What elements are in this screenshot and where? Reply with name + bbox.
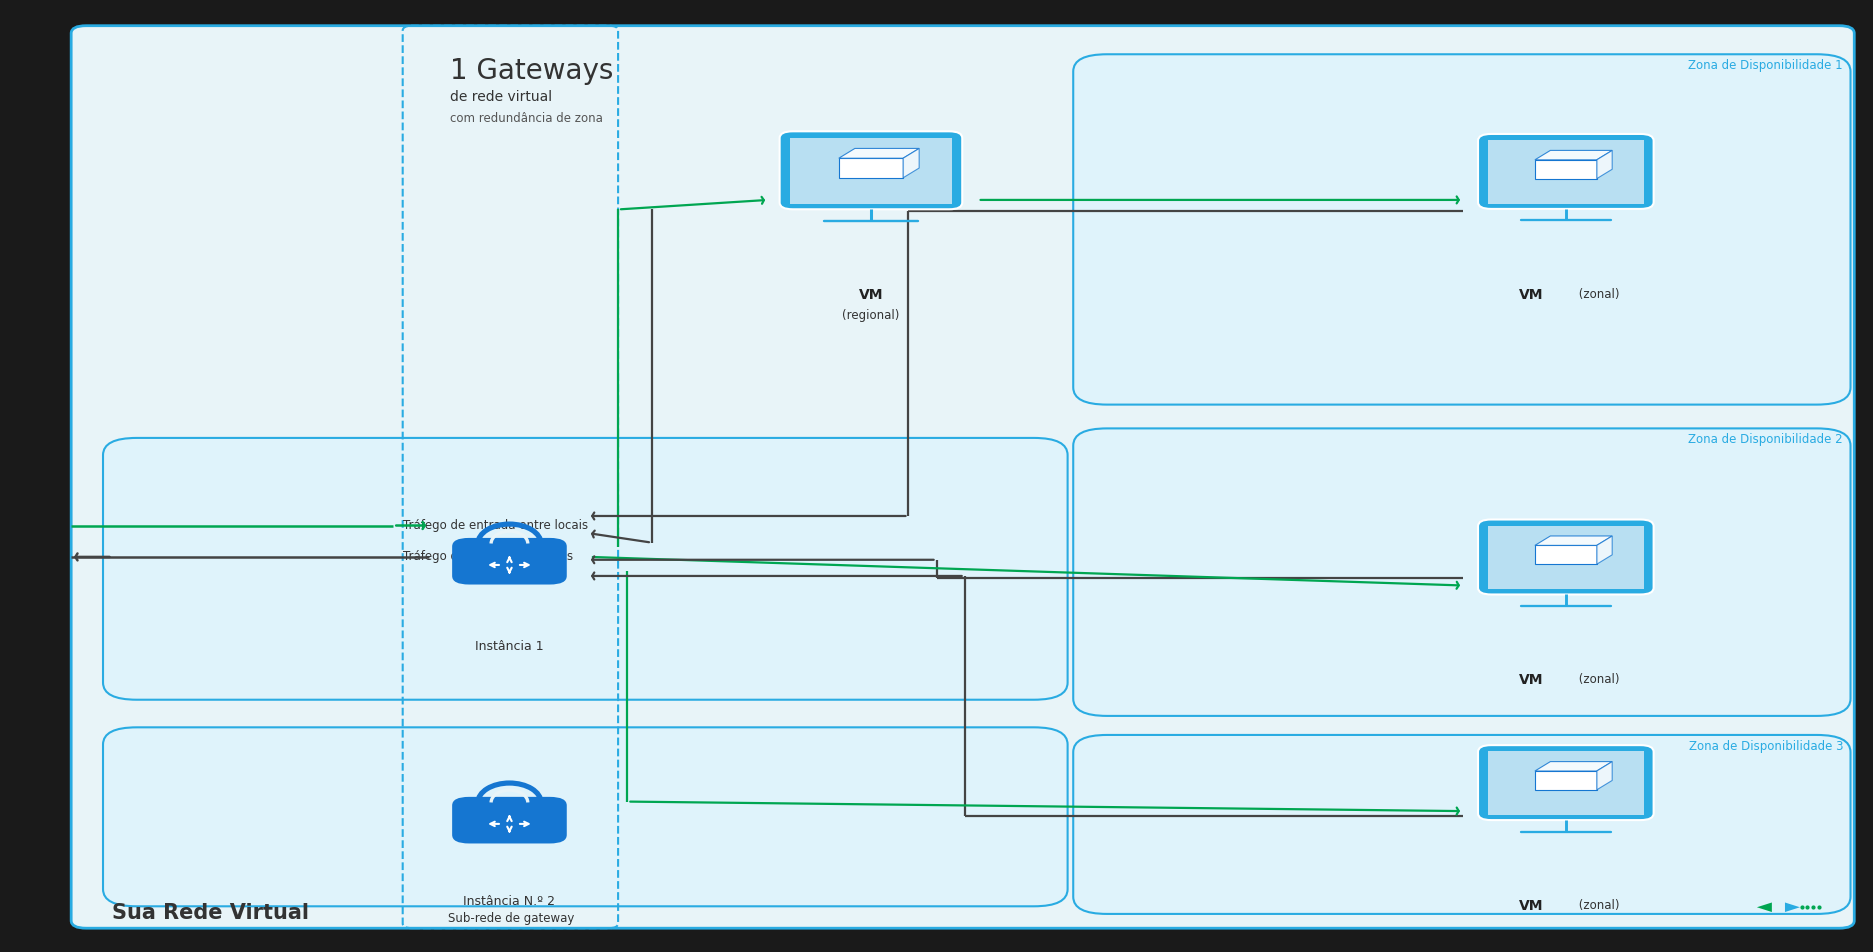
Text: de rede virtual: de rede virtual (450, 90, 553, 105)
Text: Zona de Disponibilidade 3: Zona de Disponibilidade 3 (1689, 740, 1843, 753)
Text: Zona de Disponibilidade 2: Zona de Disponibilidade 2 (1688, 433, 1843, 446)
Text: VM: VM (1519, 673, 1543, 687)
FancyBboxPatch shape (1487, 140, 1644, 204)
Polygon shape (839, 149, 920, 158)
FancyBboxPatch shape (779, 131, 963, 209)
Text: Zona de Disponibilidade 1: Zona de Disponibilidade 1 (1688, 59, 1843, 72)
Text: Tráfego de entrada entre locais: Tráfego de entrada entre locais (403, 519, 588, 532)
Polygon shape (1536, 150, 1613, 160)
FancyBboxPatch shape (451, 797, 568, 843)
Text: VM: VM (1519, 899, 1543, 913)
Text: (zonal): (zonal) (1575, 288, 1620, 301)
Text: Sua Rede Virtual: Sua Rede Virtual (112, 903, 309, 923)
Text: Tráfego de saída entre locais: Tráfego de saída entre locais (403, 550, 573, 564)
FancyBboxPatch shape (451, 538, 568, 585)
FancyBboxPatch shape (71, 26, 1854, 928)
FancyBboxPatch shape (103, 727, 1068, 906)
FancyBboxPatch shape (1073, 735, 1851, 914)
Polygon shape (1536, 545, 1596, 565)
Polygon shape (1785, 902, 1800, 912)
Polygon shape (1596, 536, 1613, 565)
Text: com redundância de zona: com redundância de zona (450, 112, 603, 126)
Polygon shape (1536, 160, 1596, 179)
FancyBboxPatch shape (1487, 526, 1644, 589)
Text: Instância 1: Instância 1 (476, 640, 543, 653)
Polygon shape (1536, 536, 1613, 545)
Text: Sub-rede de gateway: Sub-rede de gateway (448, 912, 575, 925)
Text: 1 Gateways: 1 Gateways (450, 57, 612, 85)
FancyBboxPatch shape (1478, 520, 1654, 594)
Polygon shape (1596, 762, 1613, 790)
Polygon shape (1757, 902, 1772, 912)
Text: Instância N.º 2: Instância N.º 2 (463, 895, 556, 908)
FancyBboxPatch shape (1478, 745, 1654, 820)
FancyBboxPatch shape (1478, 134, 1654, 208)
Polygon shape (1596, 150, 1613, 179)
Polygon shape (903, 149, 920, 178)
Text: (zonal): (zonal) (1575, 673, 1620, 686)
Polygon shape (1536, 771, 1596, 790)
FancyBboxPatch shape (1073, 428, 1851, 716)
Text: VM: VM (1519, 288, 1543, 302)
FancyBboxPatch shape (1487, 751, 1644, 815)
FancyBboxPatch shape (103, 438, 1068, 700)
Polygon shape (1536, 762, 1613, 771)
FancyBboxPatch shape (1073, 54, 1851, 405)
FancyBboxPatch shape (790, 137, 951, 204)
Text: (zonal): (zonal) (1575, 899, 1620, 912)
Text: (regional): (regional) (843, 309, 899, 323)
Polygon shape (839, 158, 903, 178)
Text: VM: VM (858, 288, 884, 302)
